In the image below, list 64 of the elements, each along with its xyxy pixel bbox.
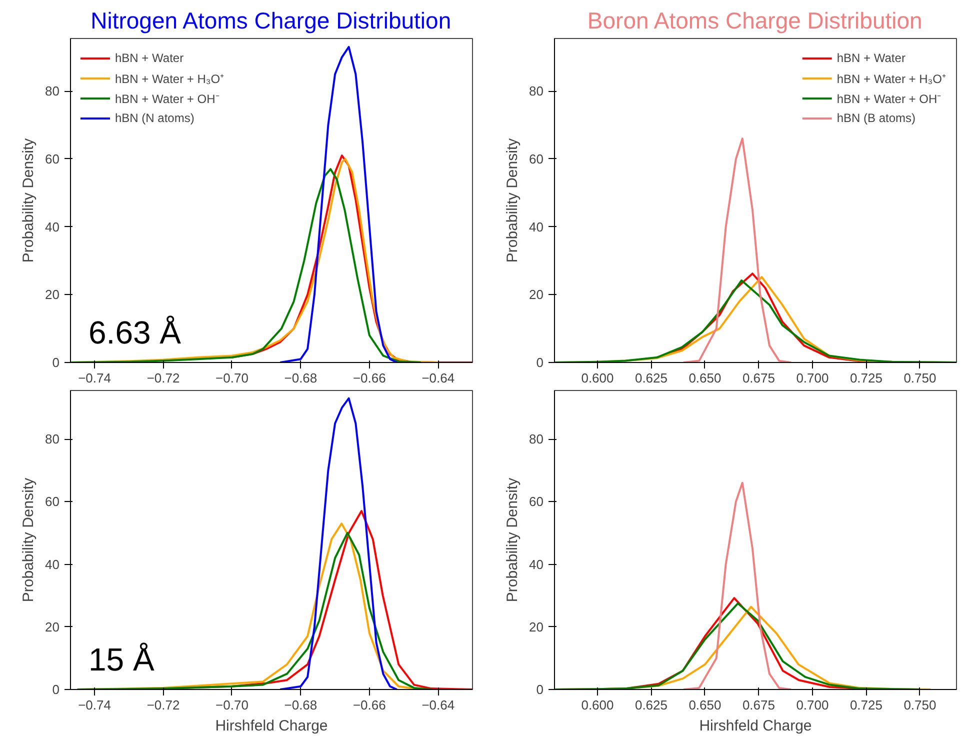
y-tick-label: 80 bbox=[45, 84, 60, 99]
y-tick-label: 40 bbox=[45, 556, 60, 572]
y-tick-label: 20 bbox=[529, 287, 544, 302]
x-tick-label: 0.750 bbox=[904, 698, 936, 712]
x-tick-label: 0.725 bbox=[850, 698, 882, 712]
y-tick-label: 40 bbox=[529, 219, 544, 234]
x-axis-title: Hirshfeld Charge bbox=[699, 718, 812, 734]
y-tick-label: 40 bbox=[45, 219, 60, 234]
x-tick-label: 0.650 bbox=[688, 370, 722, 386]
x-tick-label: 0.700 bbox=[796, 370, 829, 386]
y-tick-label: 0 bbox=[536, 355, 544, 370]
x-tick-label: 0.725 bbox=[850, 370, 882, 386]
y-tick-label: 40 bbox=[529, 556, 544, 572]
y-tick-label: 0 bbox=[52, 355, 60, 370]
x-tick-label: 0.625 bbox=[634, 370, 668, 386]
chart-title: Boron Atoms Charge Distribution bbox=[587, 8, 922, 34]
y-tick-label: 0 bbox=[536, 682, 544, 697]
x-tick-label: −0.74 bbox=[78, 370, 112, 386]
x-tick-label: 0.750 bbox=[904, 370, 936, 386]
x-tick-label: −0.68 bbox=[284, 698, 318, 712]
y-tick-label: 60 bbox=[45, 151, 60, 166]
legend-label: hBN + Water bbox=[836, 51, 906, 65]
x-tick-label: 0.650 bbox=[688, 698, 722, 712]
legend-label: hBN (N atoms) bbox=[115, 111, 194, 125]
x-tick-label: −0.66 bbox=[352, 698, 386, 712]
x-tick-label: −0.74 bbox=[78, 698, 112, 712]
y-tick-label: 20 bbox=[45, 287, 60, 302]
y-tick-label: 80 bbox=[45, 432, 60, 447]
y-tick-label: 60 bbox=[529, 494, 544, 510]
legend-label: hBN + Water bbox=[115, 51, 184, 65]
y-axis-title: Probability Density bbox=[20, 138, 38, 263]
x-tick-label: 0.700 bbox=[796, 698, 829, 712]
y-tick-label: 80 bbox=[529, 432, 544, 447]
y-tick-label: 20 bbox=[529, 619, 544, 634]
x-tick-label: 0.675 bbox=[742, 698, 776, 712]
legend-label: hBN + Water + OH⁻ bbox=[836, 90, 942, 106]
x-tick-label: 0.600 bbox=[581, 698, 614, 712]
y-axis-title: Probability Density bbox=[504, 138, 522, 263]
chart-title: Nitrogen Atoms Charge Distribution bbox=[90, 8, 452, 34]
x-tick-label: −0.64 bbox=[422, 370, 455, 386]
x-tick-label: −0.72 bbox=[146, 698, 180, 712]
annotation: 6.63 Å bbox=[88, 314, 182, 350]
legend-label: hBN (B atoms) bbox=[836, 111, 916, 125]
y-axis-title: Probability Density bbox=[504, 477, 522, 602]
y-tick-label: 60 bbox=[45, 494, 60, 510]
y-tick-label: 0 bbox=[52, 682, 60, 697]
y-tick-label: 60 bbox=[529, 151, 544, 166]
x-tick-label: −0.68 bbox=[284, 370, 318, 386]
x-tick-label: −0.72 bbox=[146, 370, 180, 386]
x-tick-label: −0.66 bbox=[352, 370, 386, 386]
legend-label: hBN + Water + H₃O⁺ bbox=[836, 70, 946, 86]
x-tick-label: −0.70 bbox=[216, 370, 248, 386]
annotation: 15 Å bbox=[88, 642, 155, 678]
x-tick-label: 0.675 bbox=[742, 370, 776, 386]
x-tick-label: −0.70 bbox=[216, 698, 248, 712]
y-axis-title: Probability Density bbox=[20, 477, 38, 602]
y-tick-label: 80 bbox=[529, 84, 544, 99]
legend-label: hBN + Water + OH⁻ bbox=[115, 90, 220, 106]
x-tick-label: −0.64 bbox=[422, 698, 455, 712]
y-tick-label: 20 bbox=[45, 619, 60, 634]
x-tick-label: 0.625 bbox=[634, 698, 668, 712]
legend-label: hBN + Water + H₃O⁺ bbox=[115, 70, 224, 86]
x-tick-label: 0.600 bbox=[581, 370, 614, 386]
x-axis-title: Hirshfeld Charge bbox=[215, 718, 328, 734]
